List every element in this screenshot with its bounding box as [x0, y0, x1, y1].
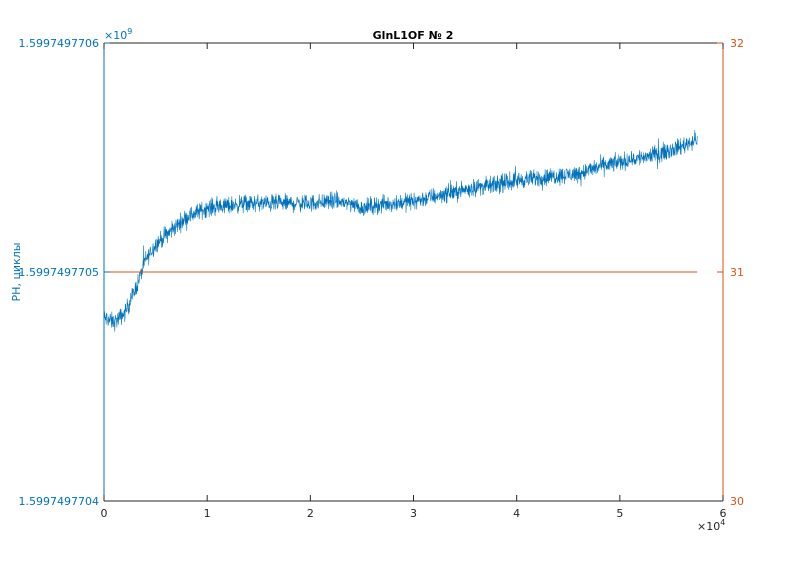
right-y-tick-label: 31 — [730, 266, 744, 279]
series-line-left — [103, 130, 698, 332]
y-axis-label: PH, циклы — [10, 243, 23, 302]
left-y-axis: 1.5997497704 1.5997497705 1.5997497706 — [19, 37, 110, 508]
x-tick-label: 5 — [616, 507, 623, 520]
x-tick-label: 1 — [204, 507, 211, 520]
x-tick-label: 4 — [513, 507, 520, 520]
x-axis: 0 1 2 3 4 5 6 — [101, 43, 727, 520]
x-tick-label: 3 — [410, 507, 417, 520]
left-y-tick-label: 1.5997497705 — [19, 266, 99, 279]
right-y-tick-label: 30 — [730, 495, 744, 508]
x-exponent-label: ×104 — [697, 518, 725, 533]
y-exponent-label: ×109 — [104, 27, 132, 42]
right-y-tick-label: 32 — [730, 37, 744, 50]
x-tick-label: 0 — [101, 507, 108, 520]
plot-area — [103, 42, 723, 332]
x-tick-label: 2 — [307, 507, 314, 520]
right-y-axis: 30 31 32 — [717, 37, 744, 508]
left-y-tick-label: 1.5997497706 — [19, 37, 99, 50]
chart-title: GlnL1OF № 2 — [373, 29, 454, 42]
left-y-tick-label: 1.5997497704 — [19, 495, 99, 508]
x-tick-label: 6 — [720, 507, 727, 520]
